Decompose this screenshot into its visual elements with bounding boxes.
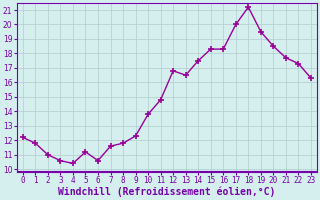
X-axis label: Windchill (Refroidissement éolien,°C): Windchill (Refroidissement éolien,°C) <box>58 187 276 197</box>
